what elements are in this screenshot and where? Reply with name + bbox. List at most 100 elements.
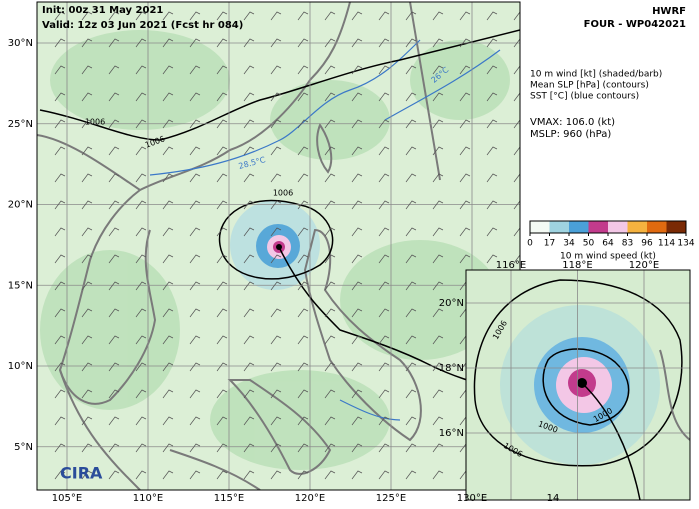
wind-barb: [108, 470, 120, 480]
wind-barb: [216, 200, 228, 210]
wind-barb: [297, 254, 309, 264]
wind-barb: [297, 173, 309, 183]
wind-barb: [216, 308, 228, 318]
wind-barb: [432, 119, 444, 129]
wind-barb: [351, 65, 363, 75]
wind-barb: [189, 92, 201, 102]
wind-barb: [405, 146, 417, 156]
wind-barb: [405, 65, 417, 75]
lon-label: 105°E: [52, 493, 82, 504]
wind-barb: [135, 11, 147, 21]
colorbar-tick-label: 50: [583, 239, 595, 249]
wind-barb: [162, 11, 174, 21]
wind-barb: [81, 362, 93, 372]
inset-lat-label: 16°N: [439, 428, 464, 439]
wind-barb: [270, 254, 282, 264]
wind-barb: [108, 389, 120, 399]
wind-barb: [81, 308, 93, 318]
wind-barb: [324, 254, 336, 264]
wind-barb: [54, 119, 66, 129]
wind-barb: [432, 416, 444, 426]
wind-barb: [513, 254, 520, 264]
wind-barb: [378, 362, 390, 372]
lon-label: 125°E: [376, 493, 406, 504]
wind-barb: [405, 119, 417, 129]
wind-barb: [351, 254, 363, 264]
wind-barb: [297, 281, 309, 291]
wind-barb: [216, 362, 228, 372]
wind-barb: [513, 146, 520, 156]
wind-barb: [270, 119, 282, 129]
wind-barb: [405, 38, 417, 48]
wind-barb: [162, 254, 174, 264]
logo: CIRA: [60, 464, 103, 483]
wind-barb: [432, 146, 444, 156]
sst-contour: [384, 49, 501, 121]
mslp: MSLP: 960 (hPa): [530, 129, 611, 140]
colorbar-segment: [549, 221, 569, 233]
wind-barb: [378, 416, 390, 426]
wind-barb: [432, 227, 444, 237]
wind-barb: [324, 443, 336, 453]
wind-barb: [189, 227, 201, 237]
wind-barb: [486, 119, 498, 129]
wind-barb: [162, 308, 174, 318]
wind-barb: [216, 173, 228, 183]
wind-barb: [405, 308, 417, 318]
wind-barb: [135, 119, 147, 129]
wind-barb: [459, 254, 471, 264]
wind-barb: [297, 38, 309, 48]
wind-barb: [162, 200, 174, 210]
wind-barb: [189, 281, 201, 291]
wind-barb: [432, 335, 444, 345]
wind-barb: [378, 281, 390, 291]
wind-barb: [81, 254, 93, 264]
wind-barb: [351, 227, 363, 237]
wind-barb: [135, 416, 147, 426]
colorbar-segment: [588, 221, 608, 233]
wind-barb: [54, 416, 66, 426]
wind-barb: [405, 389, 417, 399]
wind-barb: [216, 335, 228, 345]
wind-barb: [216, 119, 228, 129]
wind-barb: [54, 92, 66, 102]
wind-barb: [54, 11, 66, 21]
wind-barb: [405, 200, 417, 210]
wind-barb: [54, 389, 66, 399]
wind-barb: [108, 308, 120, 318]
wind-barb: [405, 11, 417, 21]
colorbar-segment: [647, 221, 667, 233]
wind-barb: [378, 173, 390, 183]
wind-barb: [270, 362, 282, 372]
lat-label: 20°N: [8, 200, 33, 211]
wind-barb: [513, 173, 520, 183]
sst-contour: [149, 39, 421, 176]
track: [278, 246, 520, 396]
wind-barb: [54, 200, 66, 210]
legend-line: Mean SLP [hPa] (contours): [530, 81, 649, 91]
wind-barb: [459, 38, 471, 48]
wind-barb: [297, 335, 309, 345]
wind-barb: [351, 470, 363, 480]
wind-barb: [216, 38, 228, 48]
wind-barb: [432, 443, 444, 453]
wind-barb: [378, 119, 390, 129]
colorbar-tick-label: 134: [677, 239, 694, 249]
lat-label: 15°N: [8, 280, 33, 291]
colorbar-tick-label: 34: [563, 239, 575, 249]
wind-barb: [378, 65, 390, 75]
wind-barb: [216, 470, 228, 480]
wind-barb: [216, 443, 228, 453]
wind-barb: [270, 92, 282, 102]
wind-barb: [108, 227, 120, 237]
wind-barb: [216, 281, 228, 291]
wind-barb: [135, 200, 147, 210]
wind-barb: [216, 11, 228, 21]
wind-barb: [378, 92, 390, 102]
wind-barb: [108, 362, 120, 372]
wind-barb: [243, 281, 255, 291]
wind-barb: [324, 173, 336, 183]
wind-barb: [378, 308, 390, 318]
lon-label: 130°E: [457, 493, 487, 504]
